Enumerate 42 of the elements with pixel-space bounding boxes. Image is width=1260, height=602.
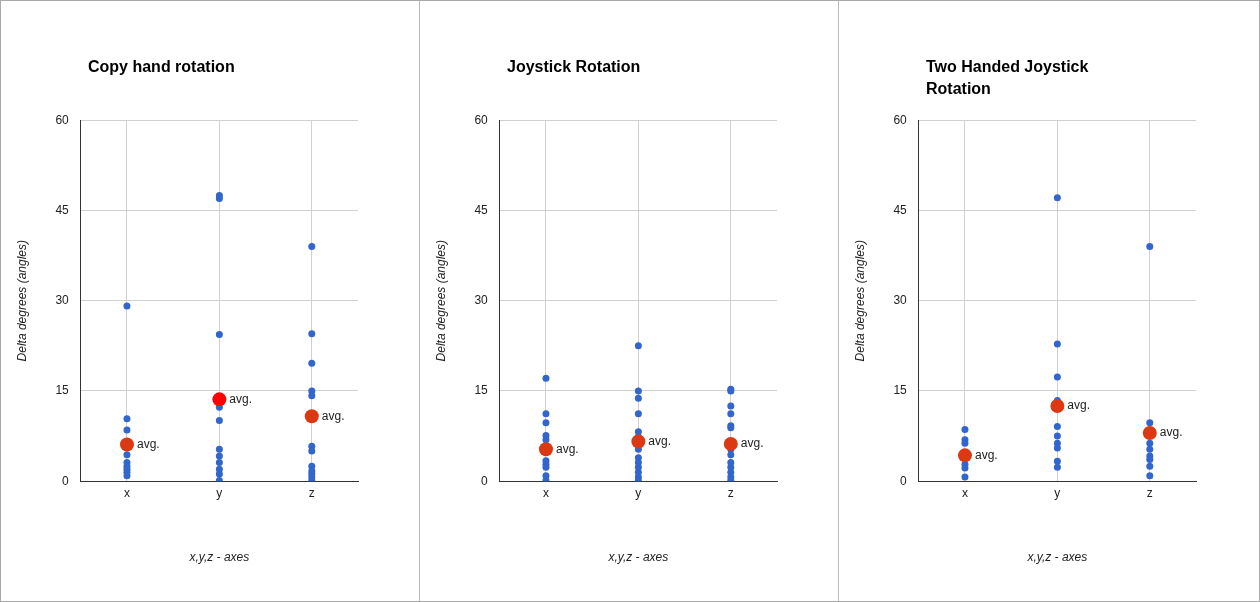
y-tick-label: 15 (893, 383, 908, 398)
annotation: avg. (136, 436, 160, 451)
x-tick-label: z (727, 485, 734, 500)
y-tick-label: 60 (474, 112, 489, 127)
chart-title: Copy hand rotation (88, 57, 236, 77)
annotation: avg. (321, 408, 345, 423)
y-tick-label: 15 (55, 383, 70, 398)
annotation: avg. (740, 436, 764, 451)
x-tick-label: y (216, 485, 223, 500)
y-axis-title: Delta degrees (angles) (433, 240, 448, 362)
y-tick-label: 30 (893, 293, 908, 308)
x-tick-label: y (635, 485, 642, 500)
annotation: avg. (555, 441, 579, 456)
x-axis-title: x,y,z - axes (607, 550, 669, 565)
annotation: avg. (974, 447, 998, 462)
annotation: avg. (648, 433, 672, 448)
x-tick-label: x (542, 485, 549, 500)
y-tick-label: 30 (474, 293, 489, 308)
x-tick-label: x (123, 485, 130, 500)
x-axis-title: x,y,z - axes (1026, 550, 1088, 565)
y-tick-label: 0 (62, 473, 70, 488)
y-tick-label: 30 (55, 293, 70, 308)
y-axis-title: Delta degrees (angles) (852, 240, 867, 362)
y-tick-label: 0 (481, 473, 489, 488)
chart-title: Joystick Rotation (507, 57, 642, 77)
annotation: avg. (229, 391, 253, 406)
chart-title: Two Handed Joystick Rotation (926, 57, 1090, 99)
y-tick-label: 45 (474, 202, 489, 217)
annotation: avg. (1067, 398, 1091, 413)
y-tick-label: 15 (474, 383, 489, 398)
y-tick-label: 60 (893, 112, 908, 127)
y-tick-label: 0 (900, 473, 908, 488)
x-axis-title: x,y,z - axes (188, 550, 250, 565)
y-axis-title: Delta degrees (angles) (14, 240, 29, 362)
y-tick-label: 60 (55, 112, 70, 127)
y-tick-label: 45 (55, 202, 70, 217)
y-tick-label: 45 (893, 202, 908, 217)
x-tick-label: z (308, 485, 315, 500)
x-tick-label: z (1146, 485, 1153, 500)
x-tick-label: x (961, 485, 968, 500)
x-tick-label: y (1054, 485, 1061, 500)
annotation: avg. (1159, 425, 1183, 440)
